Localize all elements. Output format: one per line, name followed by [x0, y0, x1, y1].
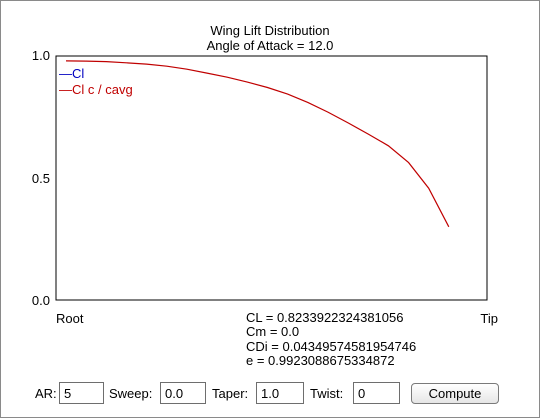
legend-entry-1: —Cl [59, 66, 84, 81]
cdi-value: CDi = 0.04349574581954746 [246, 338, 417, 354]
ar-input[interactable] [59, 382, 104, 404]
taper-label: Taper: [212, 386, 249, 401]
compute-button[interactable]: Compute [411, 383, 499, 404]
cm-value: Cm = 0.0 [246, 324, 300, 340]
y-tick-label-mid: 0.5 [32, 171, 50, 186]
results-panel: CL = 0.8233922324381056 Cm = 0.0 CDi = 0… [246, 310, 417, 368]
taper-input[interactable] [256, 382, 304, 404]
legend: —Cl—Cl c / cavg [59, 66, 133, 97]
sweep-label: Sweep: [109, 386, 153, 401]
x-label-tip: Tip [480, 311, 498, 326]
series-line-2 [65, 60, 450, 228]
sweep-input[interactable] [160, 382, 206, 404]
e-value: e = 0.9923088675334872 [246, 352, 395, 368]
chart-subtitle: Angle of Attack = 12.0 [206, 38, 334, 53]
ar-label: AR: [35, 386, 57, 401]
plot-area [55, 55, 488, 301]
twist-input[interactable] [353, 382, 400, 404]
series-lines [65, 60, 450, 228]
x-label-root: Root [56, 311, 84, 326]
legend-entry-2: —Cl c / cavg [59, 82, 133, 97]
y-tick-label-bottom: 0.0 [32, 293, 50, 308]
twist-label: Twist: [310, 386, 344, 401]
controls-bar: AR: Sweep: Taper: Twist: Compute [0, 382, 540, 406]
y-tick-label-top: 1.0 [32, 48, 50, 63]
cl-value: CL = 0.8233922324381056 [246, 310, 404, 325]
chart-title: Wing Lift Distribution [210, 23, 330, 38]
